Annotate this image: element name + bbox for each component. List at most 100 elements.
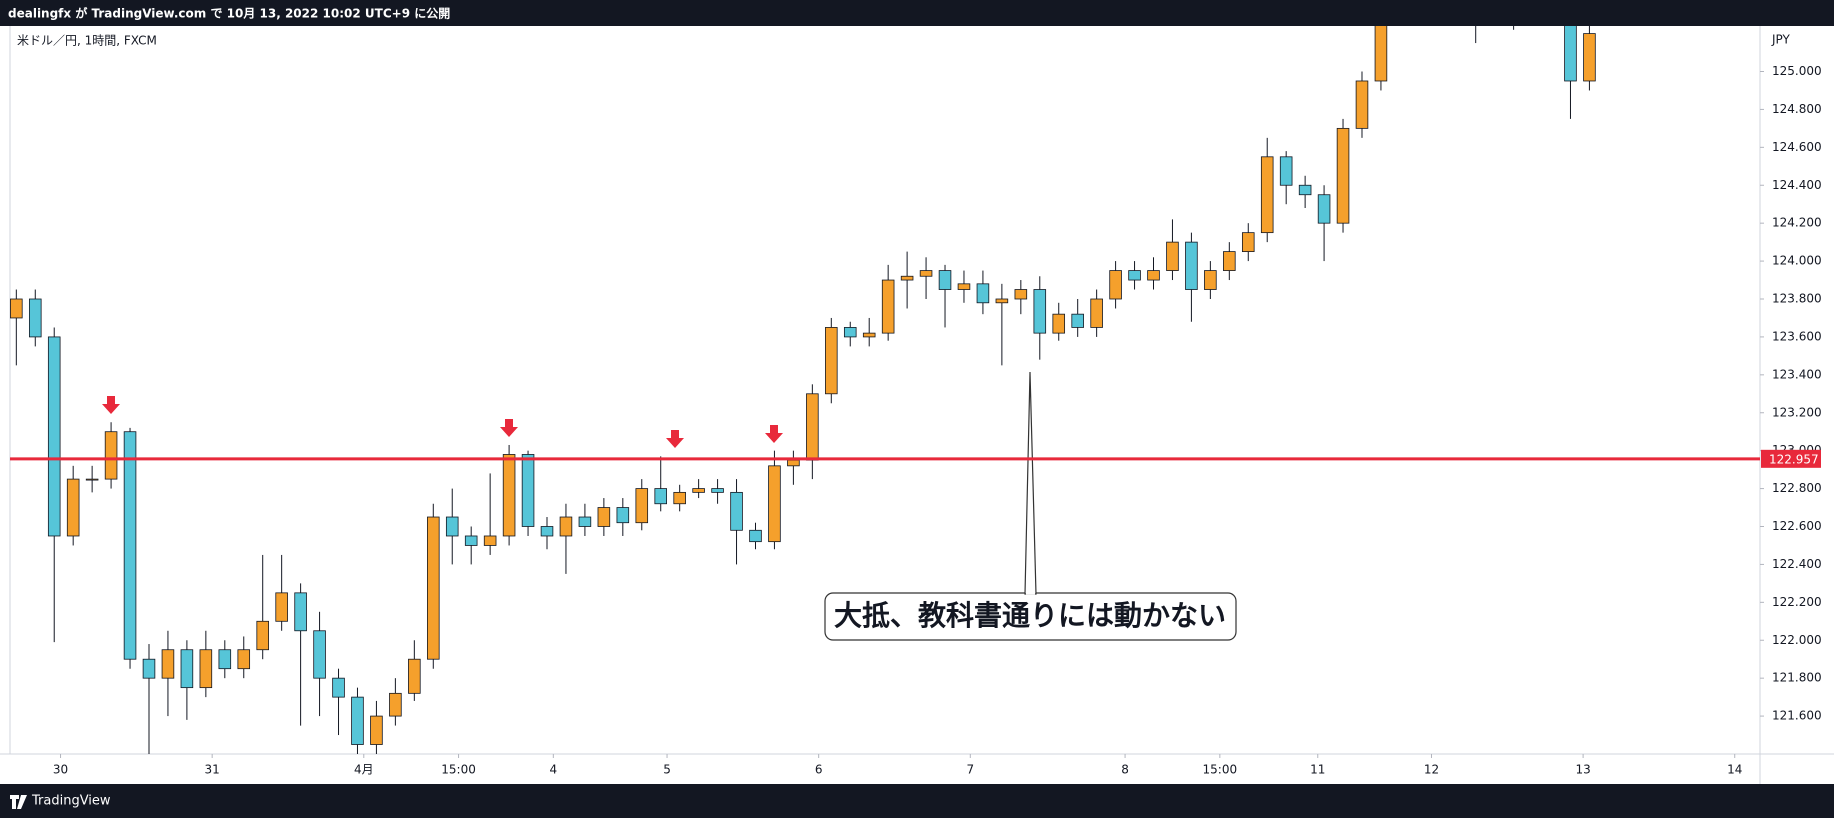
candle-body — [1147, 270, 1160, 281]
candle-body — [1204, 270, 1217, 290]
y-tick-label: 124.600 — [1772, 140, 1822, 154]
y-tick-label: 123.800 — [1772, 292, 1822, 306]
price-label-box — [1761, 449, 1821, 468]
candle-body — [370, 715, 383, 745]
y-tick-label: 122.800 — [1772, 481, 1822, 495]
candle-body — [28, 298, 42, 338]
arrow — [102, 396, 120, 414]
candle-body — [483, 535, 497, 546]
x-tick-label: 12 — [1424, 763, 1439, 777]
currency-label: JPY — [1771, 33, 1791, 47]
arrow — [500, 419, 518, 437]
candle-body — [199, 649, 213, 689]
x-tick-label: 8 — [1121, 763, 1129, 777]
candle-body — [294, 592, 307, 632]
candle-body — [825, 327, 838, 395]
candle-body — [957, 283, 971, 290]
candle-body — [730, 491, 743, 531]
candle-body — [1033, 289, 1047, 334]
candle-body — [1223, 251, 1236, 271]
candle-body — [123, 431, 137, 660]
candle-body — [1317, 194, 1331, 224]
candle-body — [578, 516, 592, 527]
y-tick-label: 125.000 — [1772, 64, 1822, 78]
candle-body — [1166, 241, 1179, 271]
candle-body — [502, 454, 516, 537]
candle-body — [1128, 270, 1141, 281]
candle-body — [1071, 313, 1084, 328]
callout-pointer — [1024, 371, 1037, 595]
candle-body — [597, 507, 611, 527]
candle-body — [768, 465, 781, 543]
symbol-label: 米ドル／円, 1時間, FXCM — [17, 34, 157, 48]
candle-body — [654, 488, 667, 505]
candle-body — [1564, 26, 1577, 82]
candle-body — [161, 649, 175, 679]
y-tick-label: 121.800 — [1772, 671, 1822, 685]
candle-body — [1185, 241, 1198, 290]
candle-body — [843, 327, 857, 338]
candle-body — [104, 431, 118, 480]
candle-body — [408, 658, 421, 694]
candle-body — [218, 649, 232, 670]
candle-body — [521, 454, 535, 527]
candle-body — [1298, 184, 1312, 196]
price-label: 122.957 — [1769, 452, 1819, 466]
candle-body — [10, 298, 23, 319]
x-tick-label: 13 — [1575, 763, 1590, 777]
candle-body — [427, 516, 440, 660]
y-tick-label: 124.800 — [1772, 102, 1822, 116]
y-tick-label: 122.400 — [1772, 557, 1822, 571]
candle-body — [1374, 26, 1388, 82]
brand-logo — [10, 795, 27, 809]
candle-body — [711, 488, 724, 493]
x-tick-label: 31 — [205, 763, 220, 777]
candle-body — [237, 649, 251, 670]
candle-body — [540, 526, 554, 537]
candle-body — [1583, 33, 1596, 82]
candle-body — [351, 696, 364, 745]
candle-body — [938, 270, 952, 290]
y-tick-label: 123.600 — [1772, 329, 1822, 343]
callout-text: 大抵、教科書通りには動かない — [834, 599, 1226, 632]
candle-body — [445, 516, 459, 537]
bottom-bar — [0, 784, 1834, 818]
candle-body — [66, 478, 80, 537]
candle-body — [635, 488, 649, 524]
candle-body — [1355, 80, 1369, 129]
published-info: dealingfx が TradingView.com で 10月 13, 20… — [8, 6, 450, 21]
candle-body — [787, 459, 800, 467]
x-tick-label: 4月 — [354, 763, 374, 777]
candle-body — [881, 279, 895, 334]
y-tick-label: 122.200 — [1772, 595, 1822, 609]
candle-body — [616, 507, 630, 524]
y-tick-label: 122.000 — [1772, 633, 1822, 647]
candle-body — [1052, 313, 1066, 334]
y-tick-label: 123.400 — [1772, 367, 1822, 381]
x-tick-label: 7 — [966, 763, 974, 777]
candle-body — [180, 649, 194, 689]
candle-body — [1109, 270, 1122, 300]
brand-name: TradingView — [31, 794, 111, 809]
candle-body — [976, 283, 990, 304]
candle-body — [1260, 156, 1274, 234]
x-tick-label: 30 — [53, 763, 68, 777]
arrow — [666, 430, 684, 448]
y-tick-label: 124.200 — [1772, 216, 1822, 230]
x-tick-label: 5 — [663, 763, 671, 777]
candle-body — [332, 677, 345, 698]
y-tick-label: 122.600 — [1772, 519, 1822, 533]
x-tick-label: 6 — [815, 763, 823, 777]
candle-body — [1014, 289, 1028, 300]
candle-body — [47, 336, 61, 537]
arrows — [102, 396, 783, 448]
x-tick-label: 14 — [1727, 763, 1742, 777]
candle-body — [1279, 156, 1293, 186]
candle-body — [559, 516, 573, 537]
candle-body — [749, 529, 762, 543]
candle-body — [919, 270, 933, 277]
candle-body — [464, 535, 478, 546]
candle-body — [692, 488, 705, 493]
